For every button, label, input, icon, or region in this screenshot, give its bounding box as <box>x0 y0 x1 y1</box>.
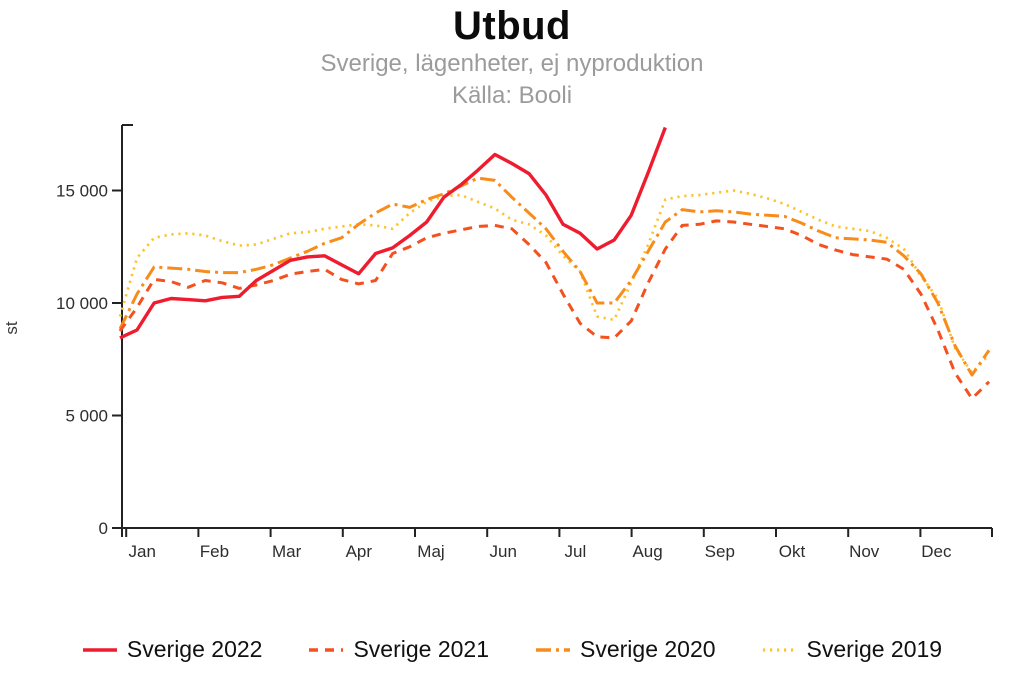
line-chart-plot: 0 5 000 10 000 15 000 Jan Feb Mar Apr Maj Jun Jul A… <box>56 124 993 561</box>
series-line-sverige-2021 <box>118 219 991 401</box>
x-tick-label: Jan <box>128 542 155 561</box>
legend-label: Sverige 2019 <box>806 636 943 662</box>
x-tick-label: Aug <box>632 542 662 561</box>
legend-swatch-dashdot-line-icon <box>536 647 570 652</box>
legend-swatch-dashed-line-icon <box>309 647 344 652</box>
chart-legend: Sverige 2022 Sverige 2021 Sverige 2020 Sver… <box>0 636 1024 663</box>
x-tick-label: Jun <box>489 542 516 561</box>
legend-item-sverige-2022: Sverige 2022 <box>82 636 263 663</box>
y-tick-label: 5 000 <box>65 407 108 426</box>
x-tick-label: Sep <box>705 542 735 561</box>
y-tick-label: 0 <box>99 519 108 538</box>
legend-swatch-dotted-line-icon <box>762 647 797 652</box>
legend-item-sverige-2020: Sverige 2020 <box>535 636 716 663</box>
x-tick-label: Jul <box>565 542 587 561</box>
x-tick-label: Feb <box>200 542 229 561</box>
chart-subtitle: Sverige, lägenheter, ej nyproduktion <box>320 50 704 77</box>
y-axis-label: st <box>2 321 21 335</box>
x-tick-label: Dec <box>921 542 952 561</box>
x-tick-label: Apr <box>346 542 373 561</box>
chart-source: Källa: Booli <box>451 81 573 109</box>
legend-label: Sverige 2022 <box>126 636 263 662</box>
chart-header: Utbud Sverige, lägenheter, ej nyprodukti… <box>0 4 1024 112</box>
legend-label: Sverige 2020 <box>580 636 716 662</box>
x-tick-label: Okt <box>779 542 806 561</box>
x-tick-label: Mar <box>272 542 302 561</box>
chart-title: Utbud <box>452 4 571 48</box>
legend-label: Sverige 2021 <box>353 636 489 662</box>
series-line-sverige-2019 <box>118 189 990 375</box>
legend-item-sverige-2019: Sverige 2019 <box>762 636 943 663</box>
legend-swatch-solid-line-icon <box>82 647 117 652</box>
y-tick-label: 10 000 <box>56 294 108 313</box>
x-tick-label: Nov <box>849 542 880 561</box>
series-line-sverige-2022 <box>119 126 667 340</box>
x-tick-label: Maj <box>417 542 444 561</box>
legend-item-sverige-2021: Sverige 2021 <box>308 636 489 663</box>
series-line-sverige-2020 <box>118 176 991 377</box>
y-tick-label: 15 000 <box>56 182 108 201</box>
